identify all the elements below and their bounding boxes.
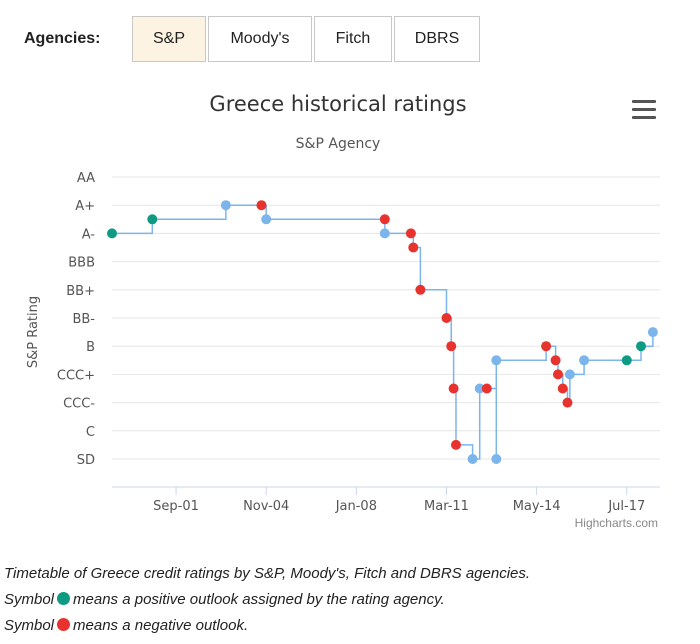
x-tick-label: Jul-17 [607,499,645,514]
rating-point [541,341,552,352]
caption-line-3: Symbol means a negative outlook. [4,617,248,634]
caption-line-1: Timetable of Greece credit ratings by S&… [4,565,531,582]
grid-lines [112,176,660,488]
y-tick-label: B [86,340,95,355]
y-axis-title: S&P Rating [26,296,41,368]
y-axis: SD C CCC- CCC+ B BB- BB+ BBB A- A+ AA [57,171,95,468]
chart-title: Greece historical ratings [209,92,467,116]
rating-point [448,383,459,394]
y-tick-label: SD [77,453,95,468]
menu-bar [632,100,656,103]
rating-point [562,397,573,408]
negative-outlook-dot-icon [57,618,71,631]
rating-point [474,383,485,394]
caption-line-2: Symbol means a positive outlook assigned … [4,591,445,608]
agency-selector: Agencies: S&P Moody's Fitch DBRS [24,14,480,64]
ratings-chart: SD C CCC- CCC+ B BB- BB+ BBB A- A+ AA Sep-01 Nov-04… [26,171,660,514]
positive-outlook-dot-icon [57,592,71,605]
caption-symbol-word: Symbol [4,617,55,634]
rating-point [256,200,267,211]
y-tick-label: A+ [75,199,95,214]
agency-button-fitch[interactable]: Fitch [314,16,392,62]
rating-point [467,454,478,464]
y-tick-label: C [86,425,95,440]
y-tick-label: CCC- [63,397,95,412]
rating-point [379,214,390,225]
rating-step-line [112,204,654,460]
rating-point [441,313,452,323]
x-axis: Sep-01 Nov-04 Jan-08 Mar-11 May-14 Jul-17 [153,487,645,514]
rating-point [415,284,426,295]
rating-point [220,200,231,211]
agencies-label: Agencies: [24,30,101,47]
x-tick-label: May-14 [513,499,561,514]
x-tick-label: Sep-01 [153,499,199,514]
agency-button-sp[interactable]: S&P [132,16,206,62]
y-tick-label: BB- [72,312,95,327]
rating-point [481,383,492,394]
rating-point [550,355,561,366]
rating-point [491,454,502,464]
rating-point [636,341,647,352]
y-tick-label: BBB [68,256,95,271]
menu-bar [632,116,656,119]
agency-button-dbrs[interactable]: DBRS [394,16,480,62]
rating-point [450,439,461,450]
rating-point [491,355,502,366]
caption-negative-text: means a negative outlook. [73,617,249,634]
x-tick-label: Nov-04 [243,499,289,514]
rating-point [579,355,590,366]
y-tick-label: CCC+ [57,368,95,383]
rating-point [647,327,658,338]
y-tick-label: AA [77,171,95,186]
rating-point [621,355,632,366]
agency-button-moodys[interactable]: Moody's [208,16,312,62]
chart-subtitle: S&P Agency [295,136,381,152]
rating-series [107,200,658,464]
rating-point [408,242,419,253]
caption-positive-text: means a positive outlook assigned by the… [73,591,445,608]
y-tick-label: BB+ [66,284,95,299]
x-tick-label: Jan-08 [335,499,377,514]
rating-point [107,228,117,239]
rating-point [379,228,390,239]
rating-point [147,214,158,225]
rating-point [552,369,563,380]
y-tick-label: A- [82,227,96,242]
x-tick-label: Mar-11 [424,499,469,514]
menu-bar [632,108,656,111]
rating-point [405,228,416,239]
rating-point [446,341,457,352]
caption-symbol-word: Symbol [4,591,55,608]
rating-point [261,214,272,225]
highcharts-credits[interactable]: Highcharts.com [574,516,658,530]
rating-point [557,383,568,394]
chart-menu-icon[interactable] [632,100,656,122]
rating-point [564,369,575,380]
